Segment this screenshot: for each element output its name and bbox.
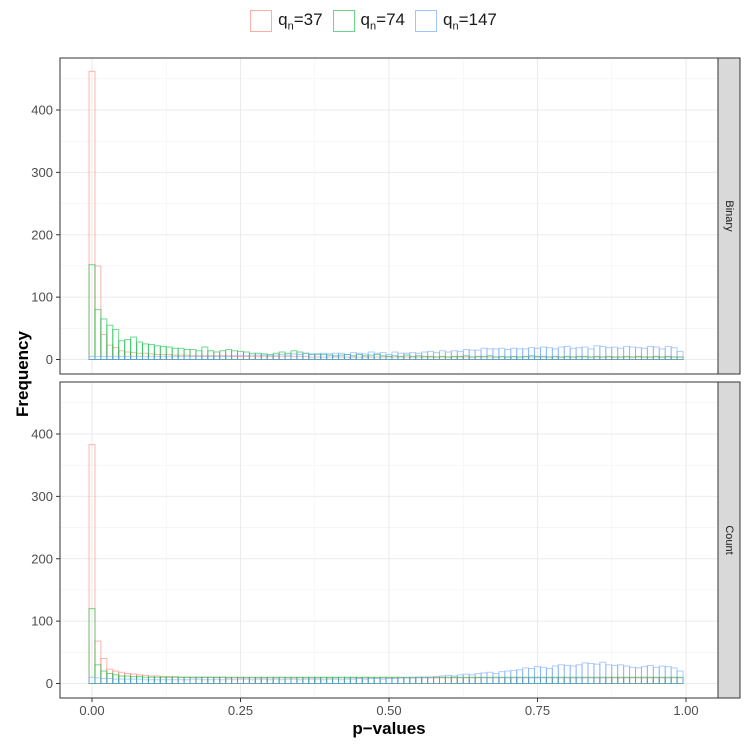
y-tick-label: 0	[46, 352, 53, 367]
x-tick-label: 0.75	[525, 703, 550, 718]
legend-key-q147	[414, 10, 437, 33]
legend-key-q37	[250, 10, 273, 33]
y-tick-label: 400	[31, 427, 53, 442]
y-axis-title: Frequency	[13, 331, 32, 417]
y-tick-label: 300	[31, 165, 53, 180]
y-tick-label: 100	[31, 290, 53, 305]
legend-label-q147: qn=147	[442, 10, 497, 33]
bar-binary-s3-99	[676, 350, 684, 360]
legend-label-q37: qn=37	[278, 10, 323, 33]
legend-item-q147: qn=147	[414, 10, 497, 33]
y-tick-label: 300	[31, 489, 53, 504]
bar-count-s3-99	[676, 670, 684, 685]
legend-item-q74: qn=74	[332, 10, 405, 33]
strip-label-binary: Binary	[723, 200, 735, 232]
x-tick-label: 0.00	[79, 703, 104, 718]
strip-binary	[717, 57, 741, 375]
legend: qn=37 qn=74 qn=147	[0, 10, 747, 32]
x-axis-title: p−values	[352, 719, 426, 738]
x-tick-label: 0.25	[228, 703, 253, 718]
strip-label-count: Count	[723, 525, 735, 554]
legend-item-q37: qn=37	[250, 10, 323, 33]
y-tick-label: 400	[31, 103, 53, 118]
y-tick-label: 200	[31, 227, 53, 242]
strip-count	[717, 381, 741, 699]
legend-key-q74	[332, 10, 355, 33]
y-tick-label: 0	[46, 676, 53, 691]
y-tick-label: 100	[31, 614, 53, 629]
legend-label-q74: qn=74	[360, 10, 405, 33]
x-tick-label: 1.00	[673, 703, 698, 718]
x-tick-label: 0.50	[376, 703, 401, 718]
y-tick-label: 200	[31, 551, 53, 566]
